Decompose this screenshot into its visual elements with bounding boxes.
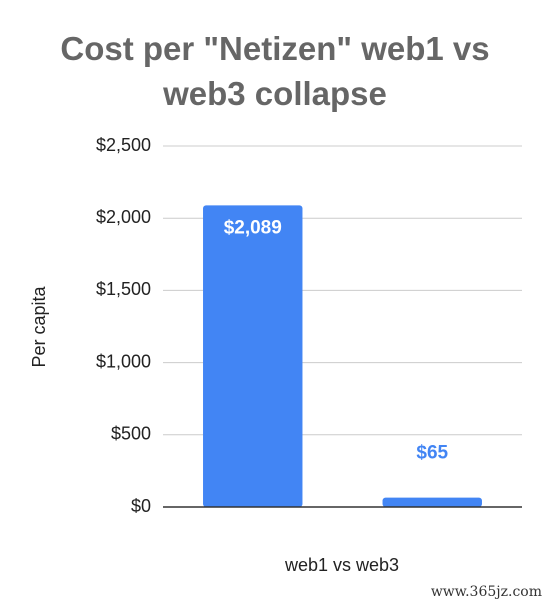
bar: [382, 497, 482, 507]
y-tick-label: $1,500: [96, 279, 151, 299]
bar: [203, 205, 303, 508]
y-tick-label: $0: [131, 496, 151, 516]
value-label: $65: [416, 443, 448, 464]
watermark: www.365jz.com: [430, 584, 542, 600]
x-axis-label: web1 vs web3: [284, 555, 399, 575]
y-tick-label: $500: [111, 424, 151, 444]
chart-title: Cost per "Netizen" web1 vs web3 collapse: [60, 30, 490, 112]
y-tick-label: $2,500: [96, 135, 151, 155]
value-label: $2,089: [224, 217, 282, 238]
y-tick-label: $1,000: [96, 351, 151, 371]
y-axis-label: Per capita: [29, 285, 49, 367]
y-tick-label: $2,000: [96, 207, 151, 227]
